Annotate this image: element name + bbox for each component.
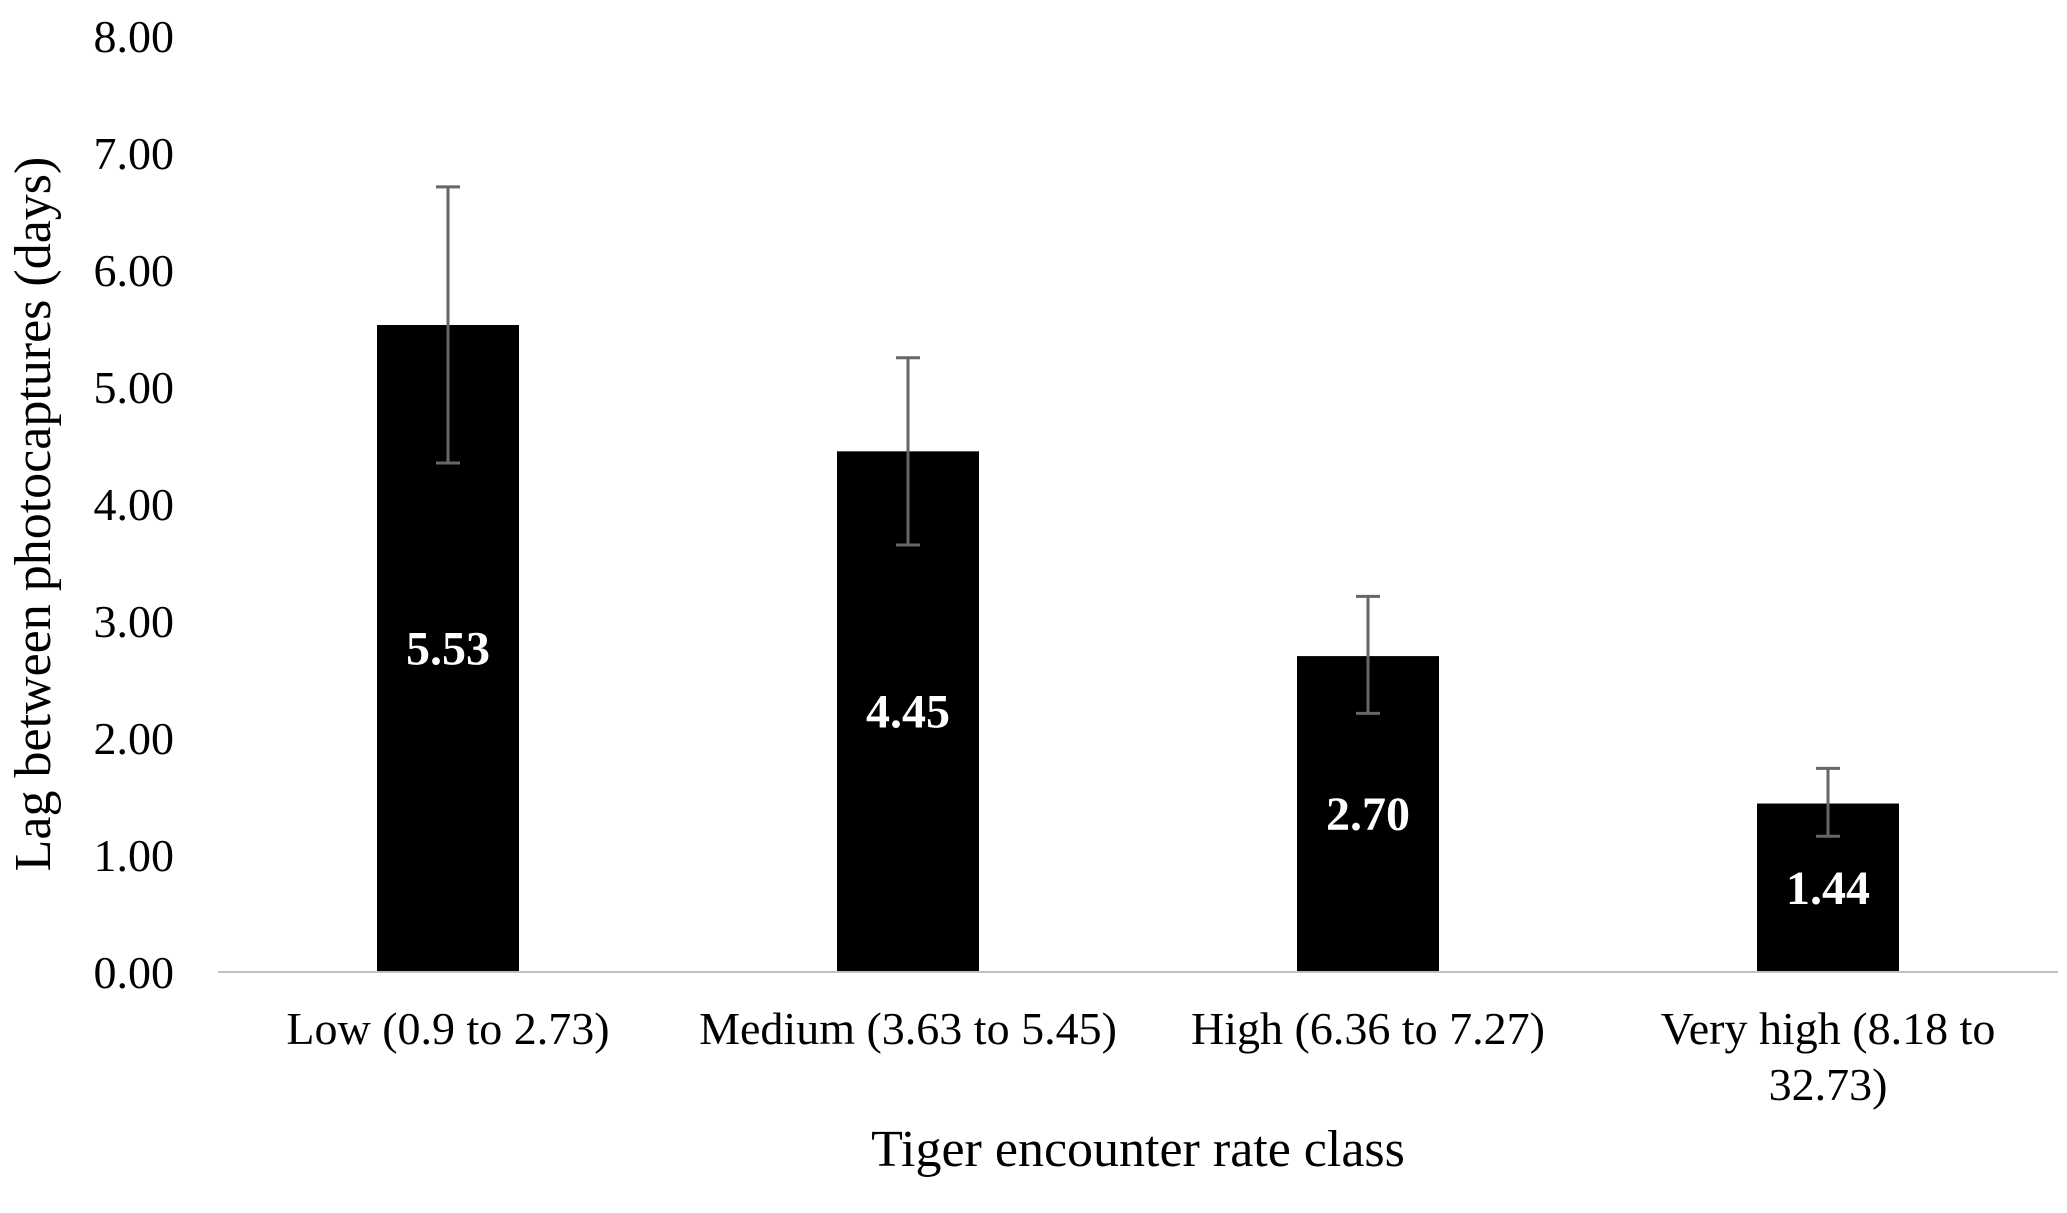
- y-tick-label: 5.00: [94, 362, 175, 413]
- x-category-label: Very high (8.18 to: [1661, 1003, 1996, 1054]
- error-bar: [1356, 594, 1380, 715]
- y-tick-label: 4.00: [94, 479, 175, 530]
- error-bar: [436, 185, 460, 465]
- x-axis-title: Tiger encounter rate class: [871, 1121, 1405, 1178]
- data-label: 2.70: [1326, 788, 1410, 841]
- x-category-label: Medium (3.63 to 5.45): [699, 1003, 1117, 1054]
- data-label: 1.44: [1786, 862, 1870, 915]
- y-tick-label: 7.00: [94, 128, 175, 179]
- x-axis-category-labels: Low (0.9 to 2.73) Medium (3.63 to 5.45) Hi…: [286, 1003, 1995, 1110]
- error-bar: [896, 356, 920, 547]
- data-label: 4.45: [866, 686, 950, 739]
- y-axis-title: Lag between photocaptures (days): [5, 157, 62, 872]
- x-category-label: 32.73): [1769, 1059, 1888, 1110]
- x-category-label: High (6.36 to 7.27): [1191, 1003, 1545, 1054]
- y-tick-label: 8.00: [94, 11, 175, 62]
- data-label: 5.53: [406, 622, 490, 675]
- error-bar: [1816, 766, 1840, 838]
- data-labels: 5.53 4.45 2.70 1.44: [406, 622, 1870, 914]
- y-tick-label: 3.00: [94, 596, 175, 647]
- bars: [377, 324, 1899, 973]
- y-tick-label: 0.00: [94, 947, 175, 998]
- y-tick-label: 2.00: [94, 713, 175, 764]
- y-tick-label: 6.00: [94, 245, 175, 296]
- x-category-label: Low (0.9 to 2.73): [286, 1003, 609, 1054]
- y-axis-ticks: 0.00 1.00 2.00 3.00 4.00 5.00 6.00 7.00 8.00: [94, 11, 175, 998]
- error-bars: [436, 185, 1840, 838]
- y-tick-label: 1.00: [94, 830, 175, 881]
